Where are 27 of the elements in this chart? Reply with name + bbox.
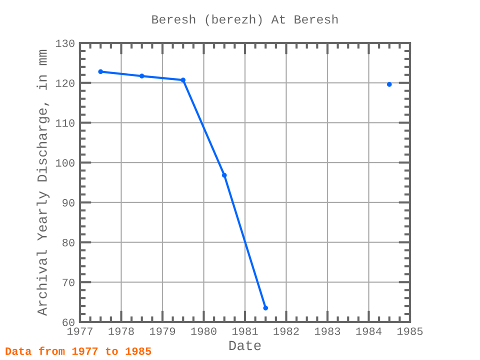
point <box>139 74 144 79</box>
text: Data from 1977 to 1985 <box>6 346 152 355</box>
x-tick-label: 1981 <box>232 327 258 336</box>
y-tick-label: 90 <box>62 199 74 207</box>
x-tick-label: 1980 <box>191 327 216 336</box>
x-tick-label: 1983 <box>314 327 340 336</box>
y-tick-label: 80 <box>62 238 74 246</box>
point <box>180 78 186 82</box>
x-axis-title: Date <box>229 340 261 350</box>
y-tick-label: 120 <box>56 79 74 87</box>
x-tick-label: 1977 <box>67 327 92 336</box>
x-tick-label: 1979 <box>150 327 176 336</box>
y-tick-label: 70 <box>62 278 74 286</box>
chart-title: Beresh (berezh) At Beresh <box>152 14 338 26</box>
x-tick-label: 1985 <box>397 327 423 336</box>
y-tick-label: 60 <box>62 318 74 326</box>
point <box>98 69 104 74</box>
point <box>222 172 227 178</box>
x-tick-label: 1982 <box>274 327 299 336</box>
y-tick-label: 100 <box>56 159 74 167</box>
point <box>386 82 392 87</box>
x-tick-label: 1978 <box>108 327 134 336</box>
x-tick-label: 1984 <box>356 327 382 336</box>
y-tick-label: 110 <box>56 119 74 127</box>
y-axis-title: Archival Yearly Discharge, in mm <box>36 50 50 316</box>
point <box>263 306 268 310</box>
y-tick-label: 130 <box>56 40 74 48</box>
